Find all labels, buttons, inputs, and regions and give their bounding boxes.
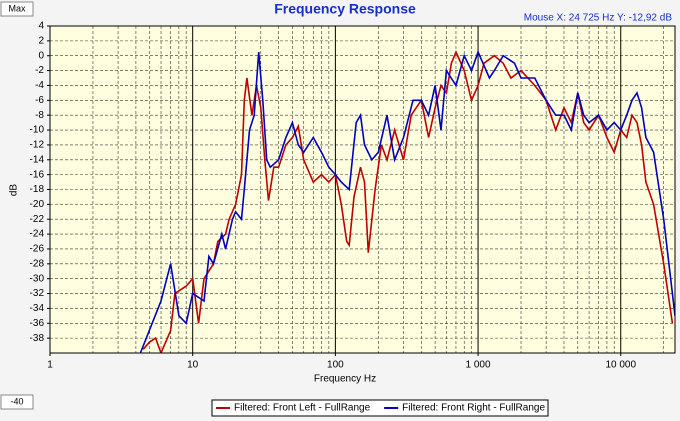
- y-tick-label: -26: [30, 244, 45, 255]
- y-tick-label: 2: [38, 36, 44, 47]
- y-tick-label: -20: [30, 199, 45, 210]
- y-tick-label: 4: [38, 21, 44, 32]
- y-tick-label: -24: [30, 229, 45, 240]
- chart-title: Frequency Response: [274, 1, 416, 17]
- plot-frame: [49, 25, 676, 354]
- cursor-readout: Mouse X: 24 725 Hz Y: -12,92 dB: [524, 13, 673, 24]
- x-tick-label: 10 000: [605, 360, 636, 371]
- series-line: [142, 49, 674, 353]
- y-tick-label: -6: [35, 95, 44, 106]
- legend-label: Filtered: Front Left - FullRange: [234, 403, 371, 414]
- y-tick-label: -18: [30, 184, 45, 195]
- y-tick-label: -32: [30, 288, 45, 299]
- y-tick-label: -10: [30, 125, 45, 136]
- y-tick-label: -8: [35, 110, 44, 121]
- y-tick-label: -36: [30, 318, 45, 329]
- x-tick-label: 10: [187, 360, 199, 371]
- max-button[interactable]: [0, 1, 34, 17]
- y-tick-label: -30: [30, 273, 45, 284]
- legend-box: [211, 399, 549, 417]
- x-tick-label: 1 000: [466, 360, 491, 371]
- y-tick-label: -38: [30, 333, 45, 344]
- y-tick-label: -14: [30, 154, 45, 165]
- y-tick-label: -12: [30, 140, 45, 151]
- max-button-label[interactable]: Max: [8, 3, 26, 13]
- x-tick-label: 1: [47, 360, 53, 371]
- y-tick-label: -28: [30, 258, 45, 269]
- min-button-label[interactable]: -40: [10, 396, 23, 406]
- series-line: [139, 49, 675, 353]
- y-tick-label: 0: [38, 50, 44, 61]
- y-tick-label: -2: [35, 65, 44, 76]
- x-tick-label: 100: [327, 360, 344, 371]
- legend-label: Filtered: Front Right - FullRange: [402, 403, 545, 414]
- y-tick-label: -16: [30, 169, 45, 180]
- y-tick-label: -22: [30, 214, 45, 225]
- min-button[interactable]: [0, 394, 34, 410]
- legend: Filtered: Front Left - FullRange Filtered…: [211, 399, 549, 417]
- y-axis-label: dB: [9, 184, 20, 197]
- x-axis-label: Frequency Hz: [314, 374, 376, 385]
- y-tick-label: -4: [35, 80, 44, 91]
- y-tick-label: -34: [30, 303, 45, 314]
